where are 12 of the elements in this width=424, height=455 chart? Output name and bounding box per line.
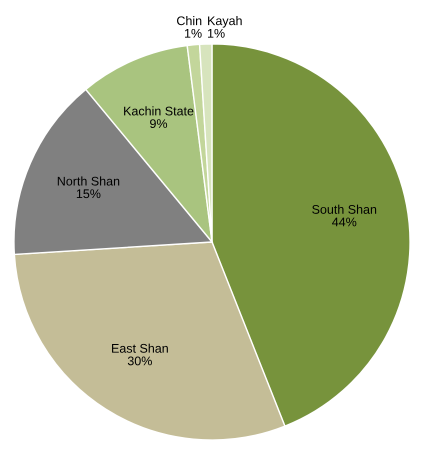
data-label: 44%	[332, 218, 356, 226]
data-label: 9%	[150, 119, 168, 128]
slice-label: South Shan	[312, 204, 376, 214]
data-label: 15%	[76, 189, 100, 198]
slice-label: Kayah	[208, 16, 242, 28]
slice-label: North Shan	[58, 176, 120, 186]
slice-label: Kachin State	[124, 106, 194, 116]
data-label: 1%	[184, 28, 202, 38]
slice-label: Chin	[177, 16, 202, 26]
data-label: 1%	[208, 28, 225, 38]
data-label: 30%	[128, 356, 152, 366]
slice-label: East Shan	[112, 344, 168, 353]
